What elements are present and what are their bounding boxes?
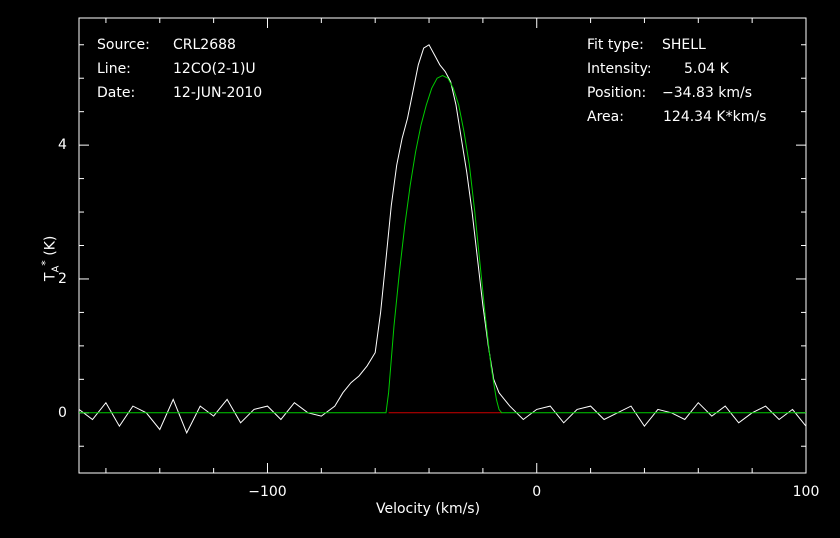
y-axis-label-sup: * bbox=[39, 260, 52, 266]
y-tick-label: 0 bbox=[58, 404, 67, 421]
y-axis-label: TA* (K) bbox=[22, 236, 64, 290]
info-value: CRL2688 bbox=[173, 37, 236, 53]
info-value: 124.34 K*km/s bbox=[663, 109, 767, 125]
info-value: −34.83 km/s bbox=[662, 85, 753, 101]
x-tick-label: 0 bbox=[532, 484, 542, 500]
info-value: 12-JUN-2010 bbox=[173, 85, 263, 101]
observed-spectrum-line bbox=[78, 44, 807, 435]
info-key: Fit type: bbox=[587, 37, 644, 53]
info-key: Area: bbox=[587, 109, 624, 125]
info-key: Line: bbox=[97, 61, 131, 77]
y-tick-label: 4 bbox=[58, 137, 67, 154]
y-axis-label-unit: (K) bbox=[42, 235, 59, 261]
y-axis-label-main: T bbox=[42, 272, 59, 282]
info-value: 5.04 K bbox=[684, 61, 729, 77]
x-tick-label: 100 bbox=[792, 484, 820, 500]
info-value: SHELL bbox=[662, 37, 706, 53]
fit-curve-line bbox=[79, 74, 806, 414]
info-key: Date: bbox=[97, 85, 136, 101]
y-axis-label-sub: A bbox=[50, 265, 62, 273]
y-tick-label: 2 bbox=[58, 270, 67, 287]
axis-ticks bbox=[79, 18, 807, 473]
info-key: Position: bbox=[587, 85, 647, 101]
x-axis-label: Velocity (km/s) bbox=[376, 501, 481, 517]
info-key: Source: bbox=[97, 37, 150, 53]
info-key: Intensity: bbox=[587, 61, 652, 77]
info-value: 12CO(2-1)U bbox=[173, 61, 256, 77]
x-tick-label: −100 bbox=[248, 484, 287, 500]
